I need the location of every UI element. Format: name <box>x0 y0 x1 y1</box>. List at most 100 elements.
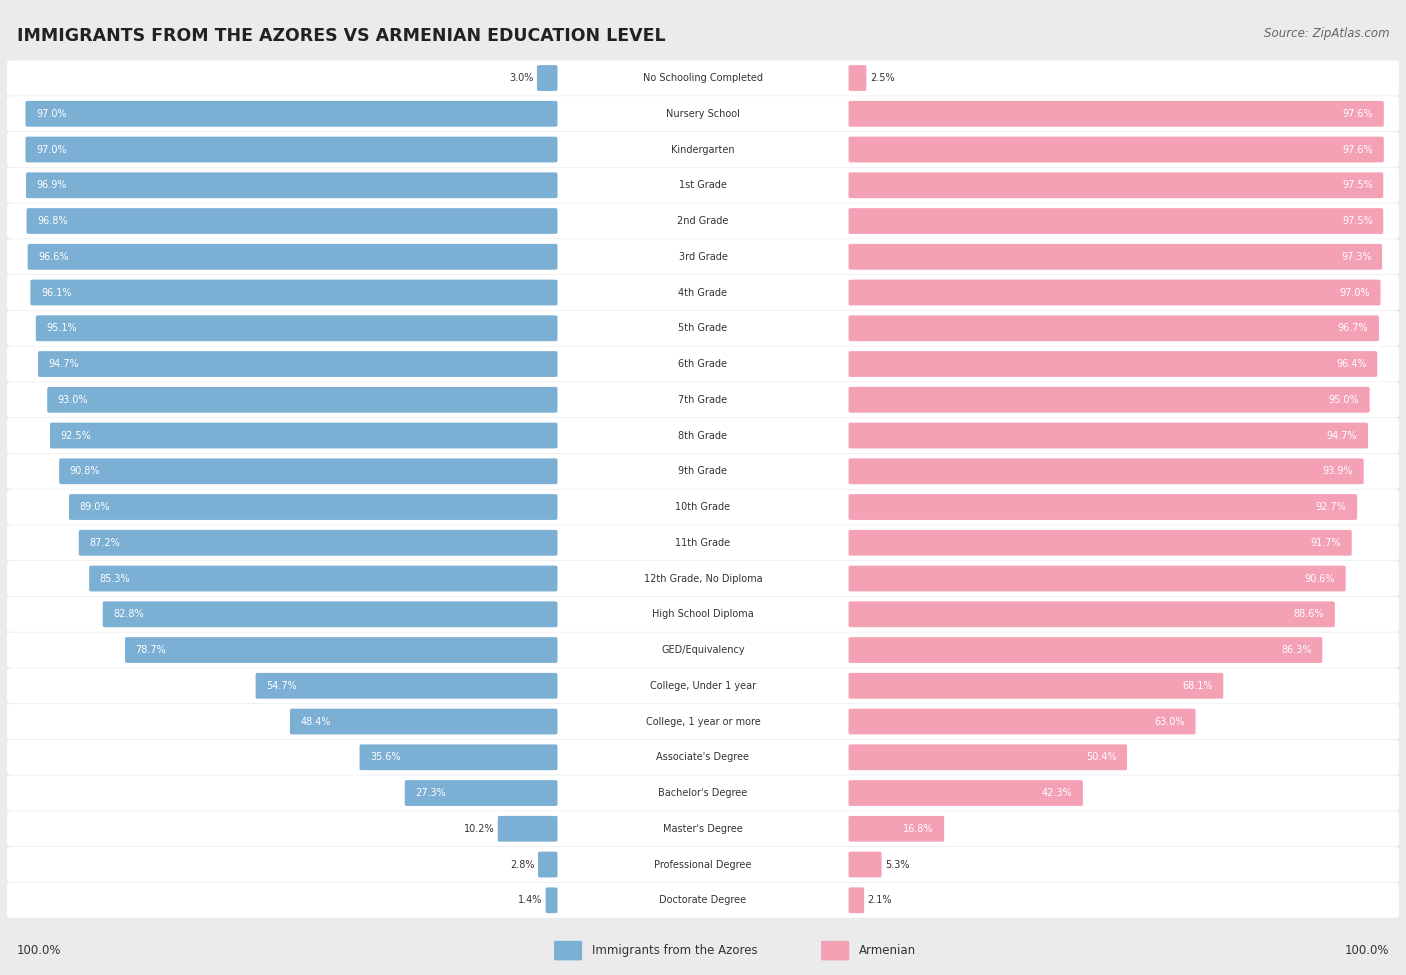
FancyBboxPatch shape <box>7 204 1399 239</box>
Text: 96.8%: 96.8% <box>37 216 67 226</box>
Text: 85.3%: 85.3% <box>100 573 131 583</box>
FancyBboxPatch shape <box>849 673 1223 699</box>
Text: 94.7%: 94.7% <box>1327 431 1357 441</box>
FancyBboxPatch shape <box>51 422 558 449</box>
FancyBboxPatch shape <box>849 315 1379 341</box>
Text: 12th Grade, No Diploma: 12th Grade, No Diploma <box>644 573 762 583</box>
FancyBboxPatch shape <box>849 637 1322 663</box>
FancyBboxPatch shape <box>849 65 866 91</box>
Text: 2nd Grade: 2nd Grade <box>678 216 728 226</box>
Text: 90.6%: 90.6% <box>1305 573 1336 583</box>
FancyBboxPatch shape <box>7 382 1399 417</box>
FancyBboxPatch shape <box>7 453 1399 488</box>
Text: 92.5%: 92.5% <box>60 431 91 441</box>
FancyBboxPatch shape <box>25 173 558 198</box>
Text: 6th Grade: 6th Grade <box>679 359 727 369</box>
FancyBboxPatch shape <box>849 136 1384 163</box>
FancyBboxPatch shape <box>7 489 1399 525</box>
Text: 100.0%: 100.0% <box>17 944 62 957</box>
FancyBboxPatch shape <box>7 239 1399 274</box>
FancyBboxPatch shape <box>498 816 558 841</box>
Text: 97.0%: 97.0% <box>1340 288 1369 297</box>
FancyBboxPatch shape <box>25 100 558 127</box>
Text: GED/Equivalency: GED/Equivalency <box>661 645 745 655</box>
Text: Professional Degree: Professional Degree <box>654 860 752 870</box>
FancyBboxPatch shape <box>554 941 582 960</box>
FancyBboxPatch shape <box>849 709 1195 734</box>
Text: 96.6%: 96.6% <box>38 252 69 261</box>
FancyBboxPatch shape <box>849 208 1384 234</box>
FancyBboxPatch shape <box>7 668 1399 703</box>
FancyBboxPatch shape <box>7 526 1399 561</box>
Text: Bachelor's Degree: Bachelor's Degree <box>658 788 748 798</box>
Text: 97.5%: 97.5% <box>1341 180 1372 190</box>
Text: 94.7%: 94.7% <box>49 359 79 369</box>
Text: Master's Degree: Master's Degree <box>664 824 742 834</box>
FancyBboxPatch shape <box>849 529 1351 556</box>
Text: 3.0%: 3.0% <box>509 73 533 83</box>
FancyBboxPatch shape <box>59 458 558 485</box>
Text: Nursery School: Nursery School <box>666 109 740 119</box>
Text: 88.6%: 88.6% <box>1294 609 1324 619</box>
Text: IMMIGRANTS FROM THE AZORES VS ARMENIAN EDUCATION LEVEL: IMMIGRANTS FROM THE AZORES VS ARMENIAN E… <box>17 27 665 45</box>
FancyBboxPatch shape <box>256 673 558 699</box>
Text: 68.1%: 68.1% <box>1182 681 1213 690</box>
Text: 1st Grade: 1st Grade <box>679 180 727 190</box>
FancyBboxPatch shape <box>7 275 1399 310</box>
Text: 7th Grade: 7th Grade <box>679 395 727 405</box>
Text: 63.0%: 63.0% <box>1154 717 1185 726</box>
FancyBboxPatch shape <box>849 494 1357 520</box>
FancyBboxPatch shape <box>7 132 1399 167</box>
Text: 27.3%: 27.3% <box>415 788 446 798</box>
Text: 97.0%: 97.0% <box>37 109 66 119</box>
Text: 92.7%: 92.7% <box>1316 502 1347 512</box>
FancyBboxPatch shape <box>849 458 1364 485</box>
FancyBboxPatch shape <box>405 780 558 806</box>
Text: 4th Grade: 4th Grade <box>679 288 727 297</box>
Text: 90.8%: 90.8% <box>70 466 100 476</box>
FancyBboxPatch shape <box>7 561 1399 596</box>
FancyBboxPatch shape <box>546 887 558 914</box>
Text: 89.0%: 89.0% <box>80 502 110 512</box>
FancyBboxPatch shape <box>7 597 1399 632</box>
FancyBboxPatch shape <box>849 780 1083 806</box>
Text: 2.5%: 2.5% <box>870 73 894 83</box>
FancyBboxPatch shape <box>849 602 1334 627</box>
FancyBboxPatch shape <box>7 775 1399 810</box>
FancyBboxPatch shape <box>35 315 558 341</box>
Text: 3rd Grade: 3rd Grade <box>679 252 727 261</box>
FancyBboxPatch shape <box>849 351 1378 377</box>
Text: 82.8%: 82.8% <box>114 609 143 619</box>
Text: 96.9%: 96.9% <box>37 180 67 190</box>
Text: 10th Grade: 10th Grade <box>675 502 731 512</box>
Text: Armenian: Armenian <box>859 944 917 957</box>
Text: 97.6%: 97.6% <box>1343 144 1374 154</box>
FancyBboxPatch shape <box>31 280 558 305</box>
Text: 97.0%: 97.0% <box>37 144 66 154</box>
Text: 54.7%: 54.7% <box>266 681 297 690</box>
FancyBboxPatch shape <box>7 811 1399 846</box>
Text: Doctorate Degree: Doctorate Degree <box>659 895 747 905</box>
FancyBboxPatch shape <box>69 494 558 520</box>
Text: 91.7%: 91.7% <box>1310 538 1341 548</box>
Text: 42.3%: 42.3% <box>1042 788 1073 798</box>
FancyBboxPatch shape <box>25 136 558 163</box>
Text: 96.7%: 96.7% <box>1337 324 1368 333</box>
FancyBboxPatch shape <box>7 633 1399 668</box>
FancyBboxPatch shape <box>537 65 558 91</box>
Text: Associate's Degree: Associate's Degree <box>657 753 749 762</box>
Text: 48.4%: 48.4% <box>301 717 330 726</box>
Text: College, Under 1 year: College, Under 1 year <box>650 681 756 690</box>
Text: High School Diploma: High School Diploma <box>652 609 754 619</box>
FancyBboxPatch shape <box>849 244 1382 270</box>
FancyBboxPatch shape <box>849 173 1384 198</box>
Text: 95.1%: 95.1% <box>46 324 77 333</box>
Text: 2.1%: 2.1% <box>868 895 893 905</box>
Text: 11th Grade: 11th Grade <box>675 538 731 548</box>
Text: 96.4%: 96.4% <box>1336 359 1367 369</box>
FancyBboxPatch shape <box>79 529 558 556</box>
Text: 97.5%: 97.5% <box>1341 216 1372 226</box>
FancyBboxPatch shape <box>849 744 1128 770</box>
Text: Kindergarten: Kindergarten <box>671 144 735 154</box>
FancyBboxPatch shape <box>290 709 558 734</box>
